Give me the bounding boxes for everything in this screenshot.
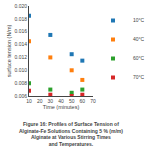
svg-text:0.012: 0.012 — [14, 54, 27, 60]
svg-text:10: 10 — [26, 98, 32, 104]
svg-text:70: 70 — [90, 98, 96, 104]
svg-text:10°C: 10°C — [133, 17, 145, 23]
svg-text:70°C: 70°C — [133, 74, 145, 80]
svg-text:surface tension (N/m): surface tension (N/m) — [6, 25, 12, 78]
svg-text:60: 60 — [80, 98, 86, 104]
svg-text:Time (minutes): Time (minutes) — [43, 104, 80, 110]
svg-text:40°C: 40°C — [133, 36, 145, 42]
svg-text:40: 40 — [58, 98, 64, 104]
svg-text:20: 20 — [37, 98, 43, 104]
svg-text:0.014: 0.014 — [14, 41, 27, 47]
svg-text:30: 30 — [48, 98, 54, 104]
svg-text:60°C: 60°C — [133, 55, 145, 61]
svg-text:0.010: 0.010 — [14, 67, 27, 73]
svg-text:0.018: 0.018 — [14, 16, 27, 22]
svg-text:0.016: 0.016 — [14, 28, 27, 34]
svg-text:0.008: 0.008 — [14, 80, 27, 86]
svg-text:Figure 16: Profiles of Surface: Figure 16: Profiles of Surface Tension o… — [19, 121, 123, 147]
svg-text:0.006: 0.006 — [14, 93, 27, 99]
svg-text:0.020: 0.020 — [14, 3, 27, 9]
svg-text:50: 50 — [69, 98, 75, 104]
